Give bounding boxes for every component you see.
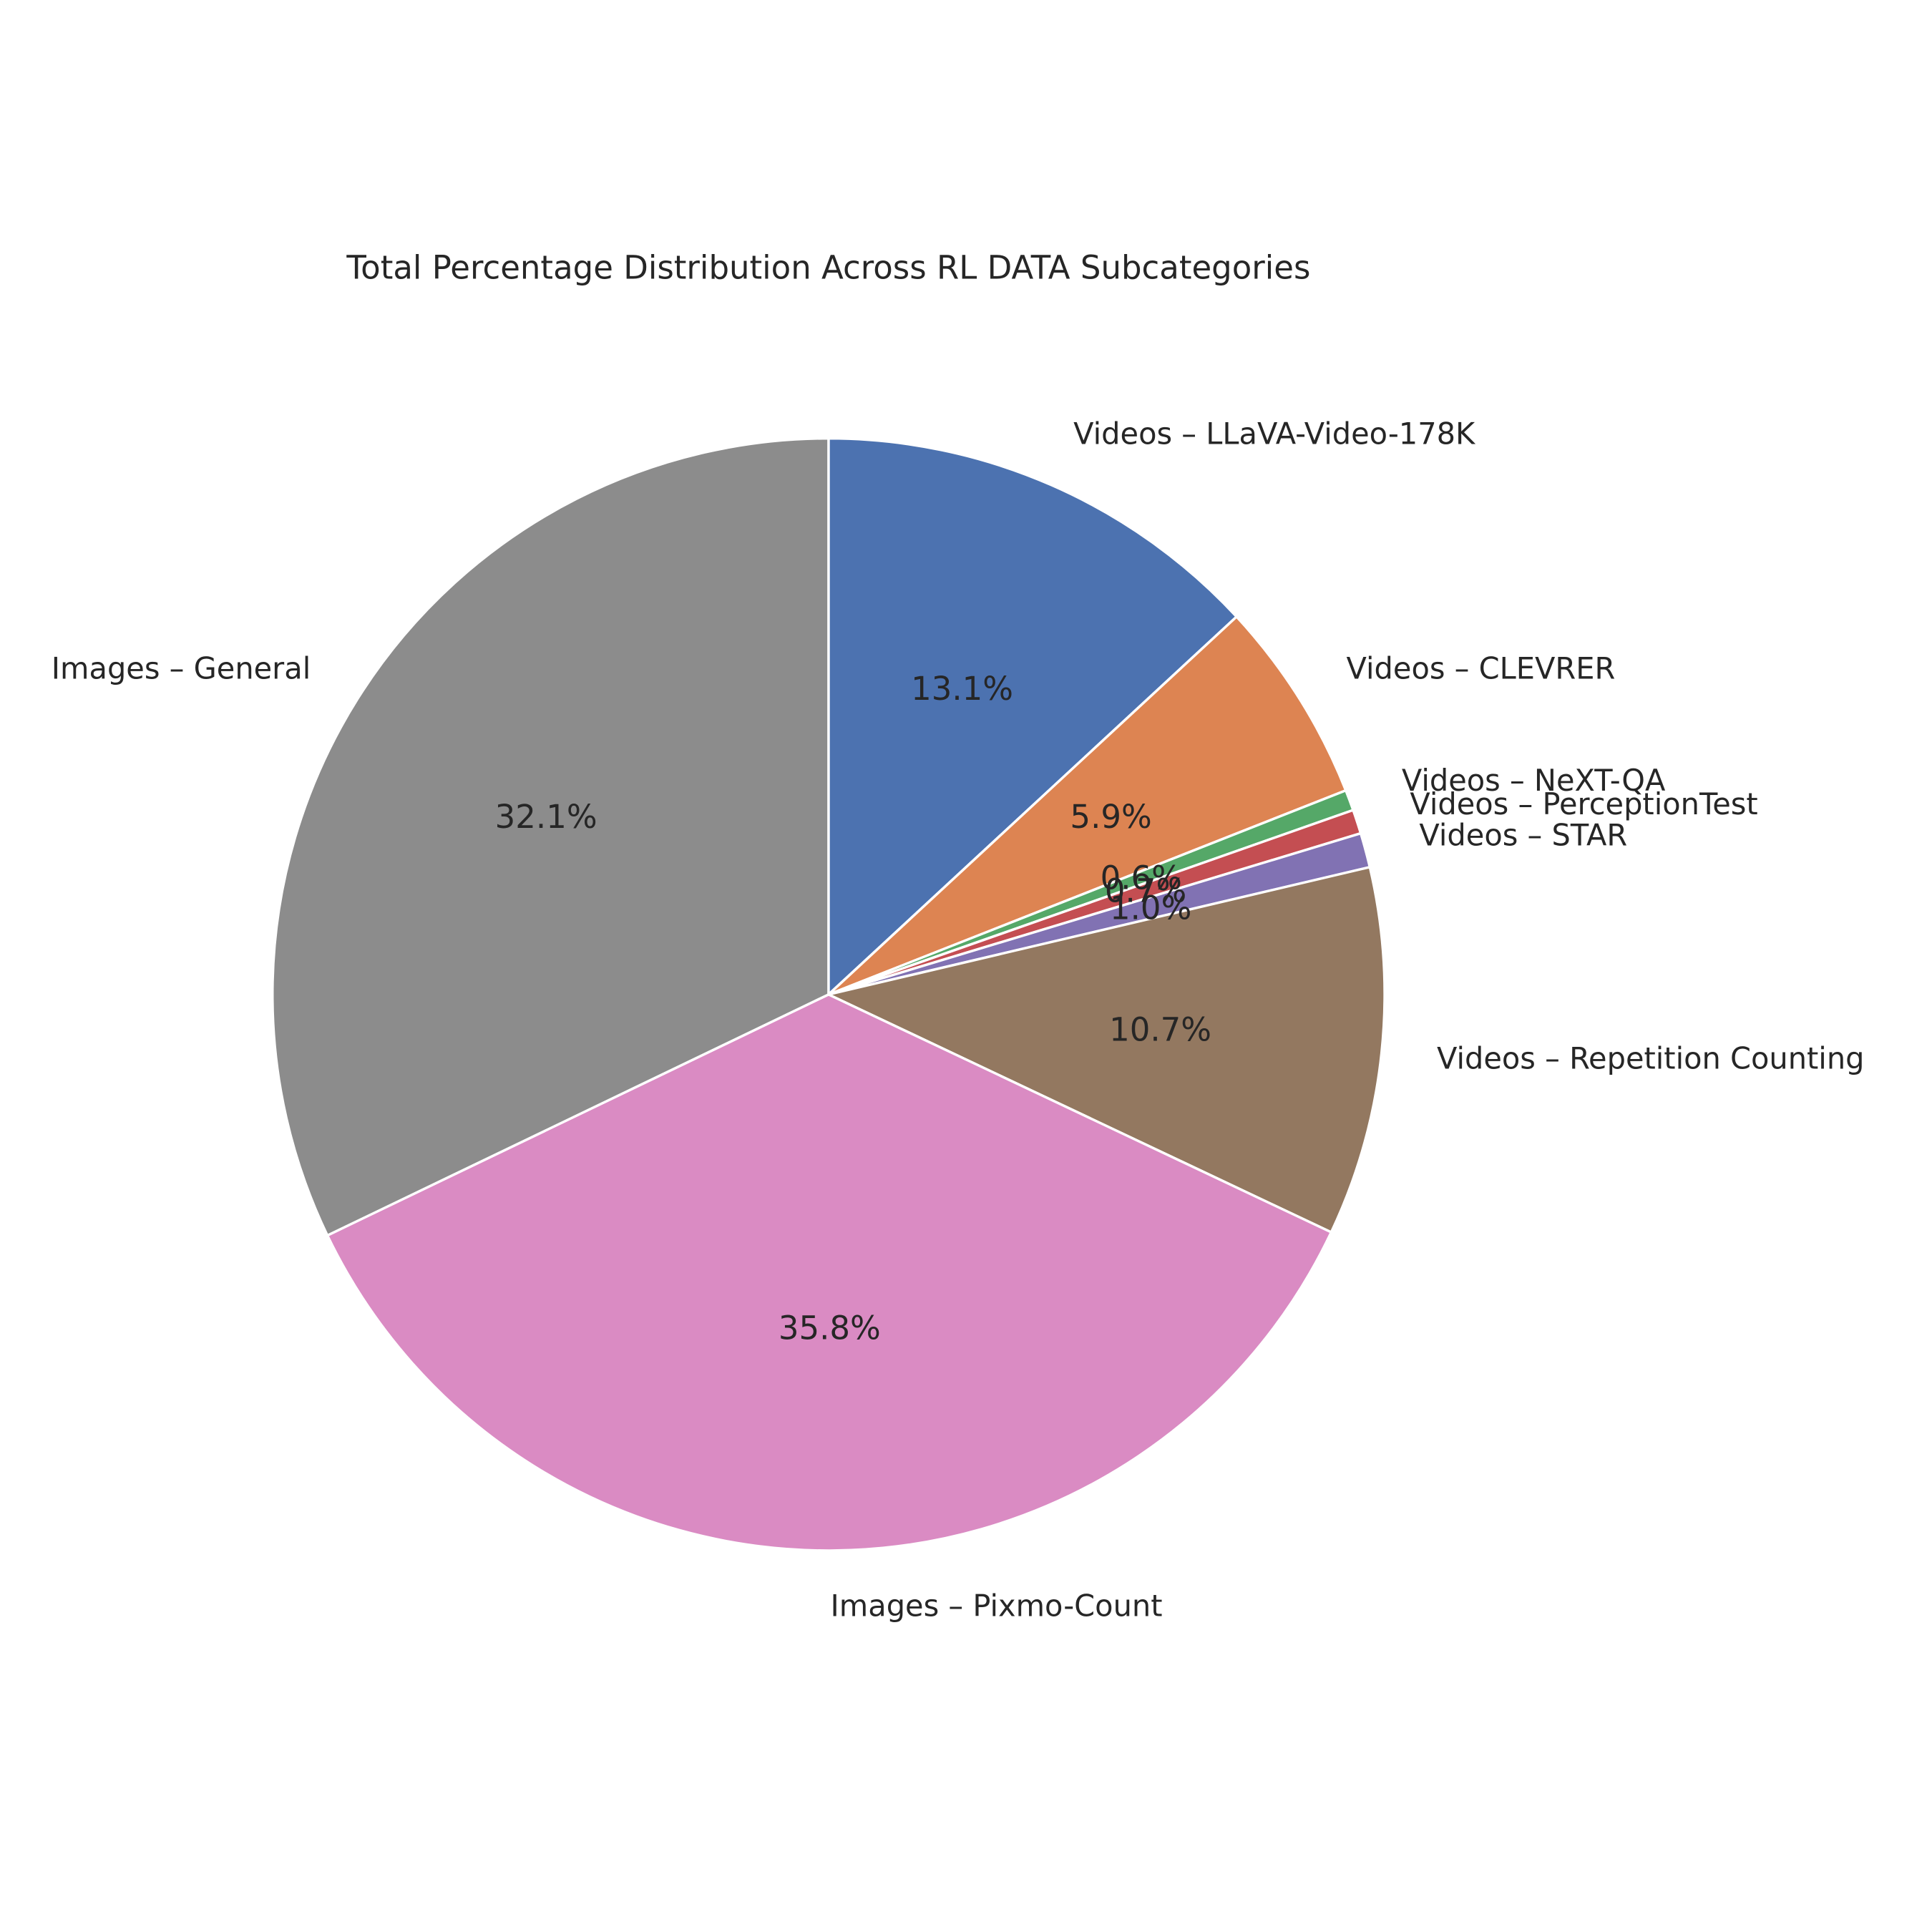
wedge-category-label: Videos – CLEVRER: [1347, 651, 1616, 686]
pie-wedges: [271, 436, 1386, 1552]
wedge-category-label: Videos – Repetition Counting: [1437, 1041, 1865, 1076]
wedge-percentage-label: 10.7%: [1109, 1010, 1211, 1048]
wedge-category-label: Videos – LLaVA-Video-178K: [1073, 416, 1476, 451]
wedge-percentage-label: 0.6%: [1101, 859, 1182, 897]
wedge-category-label: Videos – PerceptionTest: [1410, 786, 1757, 821]
category-labels: Videos – LLaVA-Video-178K Videos – CLEVRE…: [52, 416, 1865, 1623]
wedge-category-label: Videos – STAR: [1419, 818, 1627, 853]
wedge-percentage-label: 1.0%: [1110, 889, 1191, 927]
pie-wedge: [824, 865, 1386, 1234]
wedge-percentage-label: 13.1%: [911, 670, 1013, 708]
percentage-labels: 13.1% 5.9% 0.6%0.7%1.0% 10.7% 35.8% 32.1%: [495, 670, 1211, 1347]
pie-wedge: [271, 436, 830, 1237]
wedge-category-label: Videos – NeXT-QA: [1402, 763, 1666, 798]
wedge-category-label: Images – Pixmo-Count: [831, 1588, 1163, 1623]
wedge-percentage-label: 35.8%: [779, 1309, 881, 1347]
wedge-percentage-label: 5.9%: [1070, 798, 1151, 836]
pie-wedge: [827, 436, 1239, 997]
chart-title: Total Percentage Distribution Across RL …: [346, 248, 1310, 286]
wedge-percentage-label: 0.7%: [1105, 872, 1186, 909]
pie-wedge: [827, 615, 1348, 996]
wedge-category-label: Images – General: [52, 651, 311, 686]
wedge-percentage-label: 32.1%: [495, 798, 597, 836]
pie-wedge: [326, 992, 1333, 1552]
